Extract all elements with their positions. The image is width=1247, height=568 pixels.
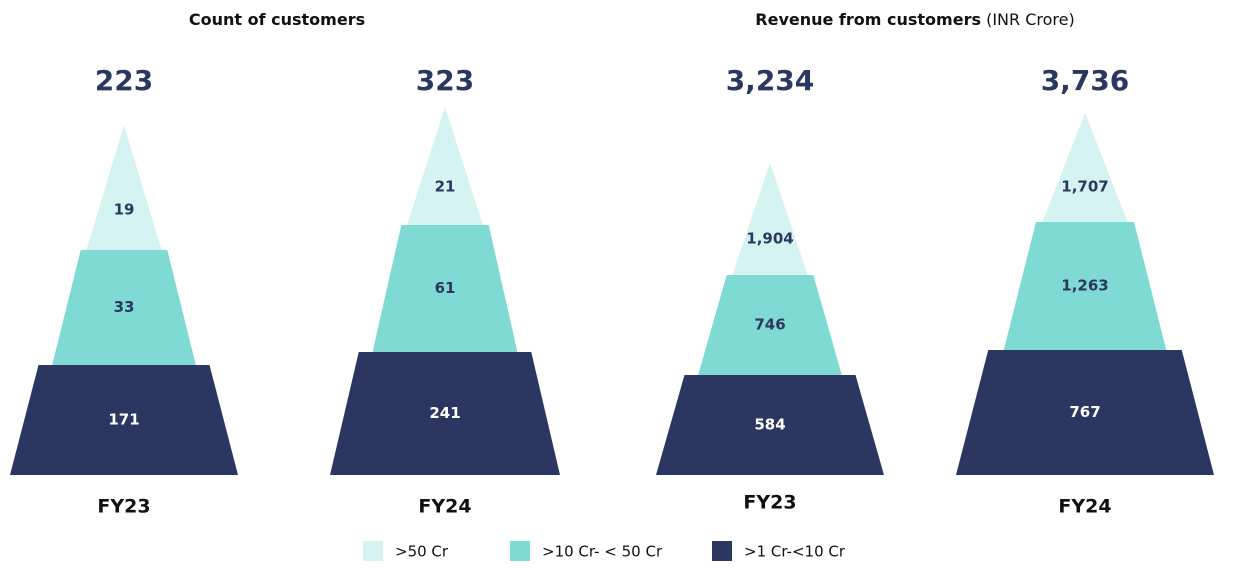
segment-label: 746 (754, 316, 785, 334)
segment-label: 241 (429, 404, 460, 422)
segment-label: 33 (114, 298, 135, 316)
segment-label: 1,904 (746, 230, 793, 248)
segment-label: 584 (754, 416, 785, 434)
legend-swatch (712, 541, 732, 561)
segment-label: 19 (114, 201, 135, 219)
segment-label: 171 (108, 411, 139, 429)
total-label: 3,234 (726, 64, 815, 97)
total-label: 223 (95, 64, 153, 97)
legend-label: >10 Cr- < 50 Cr (542, 543, 663, 561)
segment-label: 21 (435, 178, 456, 196)
title-text: Revenue from customers (755, 10, 981, 29)
pyramid-segment: >10 Cr- < 50 Cr (1003, 222, 1167, 350)
chart-title: Revenue from customers (INR Crore) (755, 10, 1074, 29)
legend-swatch (363, 541, 383, 561)
legend-swatch (510, 541, 530, 561)
pyramid-segment: >50 Cr (407, 107, 483, 225)
title-unit: (INR Crore) (986, 10, 1075, 29)
total-label: 323 (416, 64, 474, 97)
pyramid-segment: >50 Cr (86, 125, 162, 250)
chart-title: Count of customers (189, 10, 365, 29)
pyramid-segment: >50 Cr (1042, 113, 1128, 222)
legend-label: >1 Cr-<10 Cr (744, 543, 846, 561)
segment-label: 61 (435, 279, 456, 297)
pyramid-segment: >10 Cr- < 50 Cr (52, 250, 196, 365)
legend-label: >50 Cr (395, 543, 449, 561)
segment-label: 1,263 (1061, 277, 1108, 295)
pyramid-segment: >1 Cr-<10 Cr (10, 365, 238, 475)
pyramid-segment: >1 Cr-<10 Cr (656, 375, 884, 475)
segment-label: 1,707 (1061, 178, 1108, 196)
category-label: FY23 (97, 496, 150, 518)
category-label: FY24 (418, 496, 471, 518)
pyramid-segment: >50 Cr (732, 163, 808, 275)
title-text: Count of customers (189, 10, 365, 29)
segment-label: 767 (1069, 403, 1100, 421)
category-label: FY23 (743, 492, 796, 514)
pyramid-segment: >10 Cr- < 50 Cr (372, 225, 518, 352)
pyramid-segment: >1 Cr-<10 Cr (956, 350, 1214, 475)
pyramid-segment: >10 Cr- < 50 Cr (698, 275, 842, 375)
category-label: FY24 (1058, 496, 1111, 518)
total-label: 3,736 (1041, 64, 1130, 97)
pyramid-segment: >1 Cr-<10 Cr (330, 352, 560, 475)
